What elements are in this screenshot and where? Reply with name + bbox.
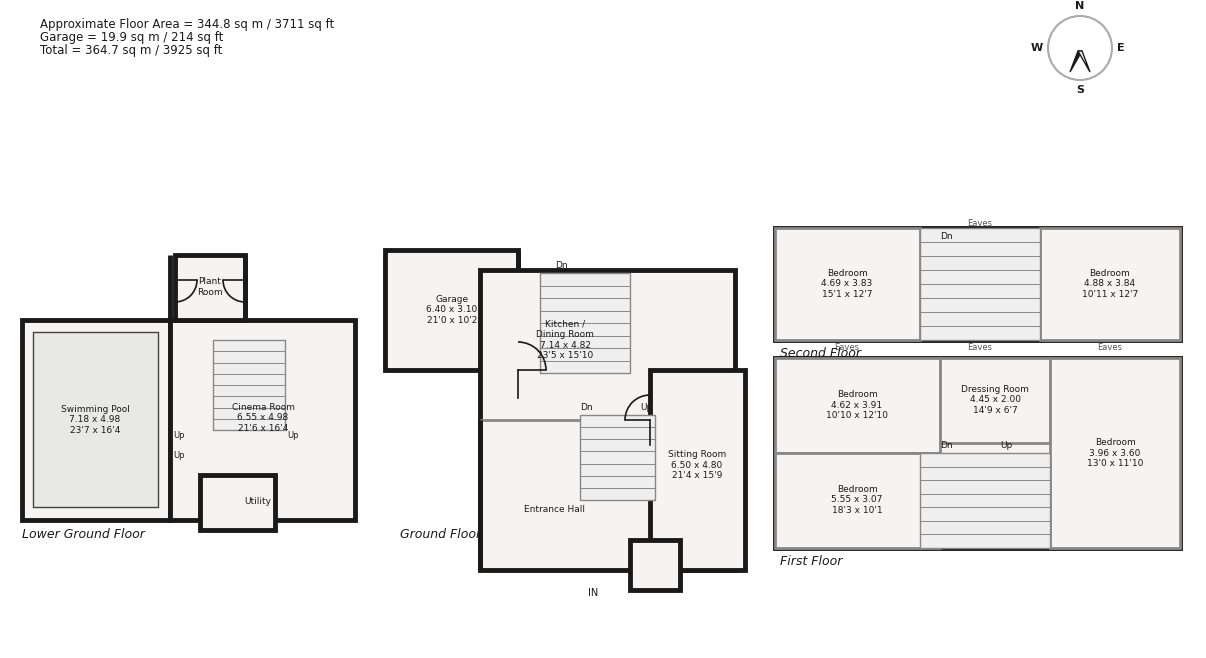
Text: Bedroom
4.88 x 3.84
10'11 x 12'7: Bedroom 4.88 x 3.84 10'11 x 12'7 bbox=[1082, 269, 1138, 299]
Bar bbox=[213, 340, 285, 430]
Text: Eaves: Eaves bbox=[967, 343, 993, 352]
Text: Up: Up bbox=[172, 451, 185, 459]
Bar bbox=[1050, 358, 1179, 548]
Text: Dressing Room
4.45 x 2.00
14'9 x 6'7: Dressing Room 4.45 x 2.00 14'9 x 6'7 bbox=[961, 385, 1029, 415]
Bar bbox=[920, 453, 1050, 548]
Text: Ground Floor: Ground Floor bbox=[400, 528, 481, 541]
Text: E: E bbox=[1117, 43, 1125, 53]
Bar bbox=[200, 475, 275, 530]
Bar bbox=[775, 358, 939, 453]
Bar bbox=[775, 228, 1179, 340]
Polygon shape bbox=[1070, 51, 1082, 72]
Bar bbox=[33, 332, 158, 507]
Text: Entrance Hall: Entrance Hall bbox=[525, 505, 585, 515]
Text: Up: Up bbox=[172, 430, 185, 440]
Bar bbox=[480, 270, 734, 570]
Text: Eaves: Eaves bbox=[835, 343, 860, 352]
Text: Sitting Room
6.50 x 4.80
21'4 x 15'9: Sitting Room 6.50 x 4.80 21'4 x 15'9 bbox=[668, 450, 726, 480]
Text: Plant
Room: Plant Room bbox=[198, 277, 223, 297]
Text: Swimming Pool
7.18 x 4.98
23'7 x 16'4: Swimming Pool 7.18 x 4.98 23'7 x 16'4 bbox=[60, 405, 129, 435]
Bar bbox=[650, 370, 745, 570]
Text: S: S bbox=[1076, 85, 1084, 95]
Bar bbox=[1040, 228, 1179, 340]
Bar bbox=[630, 540, 680, 590]
Text: Up: Up bbox=[1000, 441, 1012, 450]
Bar bbox=[170, 320, 355, 520]
Text: Up: Up bbox=[287, 430, 299, 440]
Text: Bedroom
4.62 x 3.91
10'10 x 12'10: Bedroom 4.62 x 3.91 10'10 x 12'10 bbox=[826, 390, 888, 420]
Bar bbox=[540, 273, 630, 373]
Text: Dn: Dn bbox=[939, 232, 953, 241]
Text: Eaves: Eaves bbox=[967, 219, 993, 228]
Text: Dn: Dn bbox=[939, 441, 953, 450]
Text: Total = 364.7 sq m / 3925 sq ft: Total = 364.7 sq m / 3925 sq ft bbox=[40, 44, 222, 57]
Text: Garage = 19.9 sq m / 214 sq ft: Garage = 19.9 sq m / 214 sq ft bbox=[40, 31, 223, 44]
Text: IN: IN bbox=[587, 588, 598, 598]
Bar bbox=[920, 228, 1040, 340]
Text: Approximate Floor Area = 344.8 sq m / 3711 sq ft: Approximate Floor Area = 344.8 sq m / 37… bbox=[40, 18, 334, 31]
Text: Dn: Dn bbox=[580, 403, 592, 412]
Bar bbox=[385, 250, 519, 370]
Text: Second Floor: Second Floor bbox=[780, 347, 861, 360]
Text: Bedroom
5.55 x 3.07
18'3 x 10'1: Bedroom 5.55 x 3.07 18'3 x 10'1 bbox=[831, 485, 883, 515]
Text: Cinema Room
6.55 x 4.98
21'6 x 16'4: Cinema Room 6.55 x 4.98 21'6 x 16'4 bbox=[232, 403, 294, 433]
Text: Eaves: Eaves bbox=[1097, 343, 1123, 352]
Text: Dn: Dn bbox=[555, 261, 568, 270]
Bar bbox=[775, 453, 939, 548]
Bar bbox=[775, 228, 920, 340]
Bar bbox=[580, 415, 655, 500]
Text: Bedroom
4.69 x 3.83
15'1 x 12'7: Bedroom 4.69 x 3.83 15'1 x 12'7 bbox=[821, 269, 873, 299]
Text: Up: Up bbox=[640, 403, 652, 412]
Bar bbox=[22, 320, 170, 520]
Text: Kitchen /
Dining Room
7.14 x 4.82
23'5 x 15'10: Kitchen / Dining Room 7.14 x 4.82 23'5 x… bbox=[535, 320, 593, 360]
Bar bbox=[175, 255, 245, 320]
Text: Utility: Utility bbox=[245, 497, 271, 507]
Text: N: N bbox=[1076, 1, 1084, 11]
Bar bbox=[939, 358, 1050, 443]
Polygon shape bbox=[1078, 51, 1090, 72]
Text: Lower Ground Floor: Lower Ground Floor bbox=[22, 528, 145, 541]
Text: First Floor: First Floor bbox=[780, 555, 842, 568]
Text: Bedroom
3.96 x 3.60
13'0 x 11'10: Bedroom 3.96 x 3.60 13'0 x 11'10 bbox=[1087, 438, 1143, 468]
Bar bbox=[775, 358, 1179, 548]
Text: W: W bbox=[1031, 43, 1043, 53]
Text: Garage
6.40 x 3.10
21'0 x 10'2: Garage 6.40 x 3.10 21'0 x 10'2 bbox=[427, 295, 478, 325]
